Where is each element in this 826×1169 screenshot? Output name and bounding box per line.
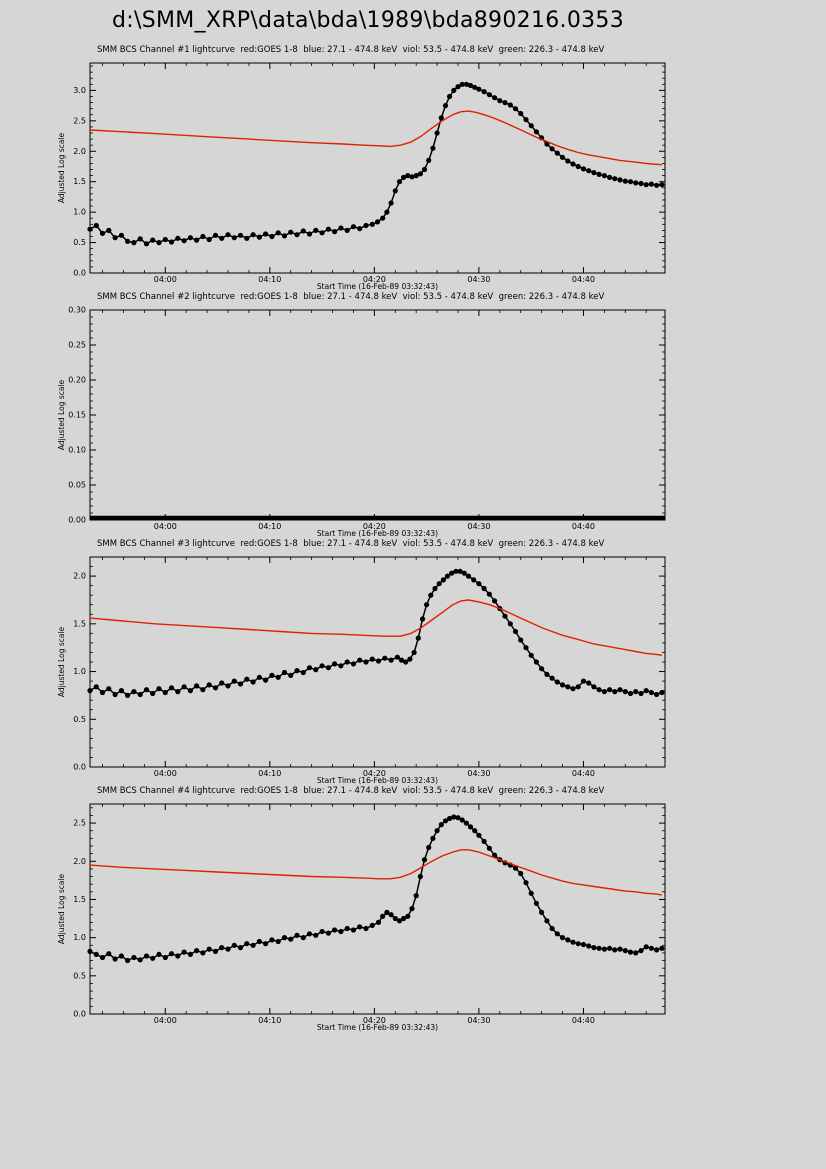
lightcurve-plot-channel-2: 04:00 04:10 04:20 04:30 04:40 0.00 0.05 0.10 0.1… <box>57 306 666 538</box>
svg-text:0.20: 0.20 <box>68 376 86 385</box>
svg-text:04:40: 04:40 <box>572 522 595 531</box>
svg-text:1.5: 1.5 <box>73 177 86 186</box>
chart-title-3: SMM BCS Channel #3 lightcurve red:GOES 1… <box>97 539 605 549</box>
svg-text:04:10: 04:10 <box>258 522 281 531</box>
svg-text:Start Time (16-Feb-89 03:32:43: Start Time (16-Feb-89 03:32:43) <box>317 529 438 538</box>
svg-text:2.5: 2.5 <box>73 116 86 125</box>
svg-text:Start Time (16-Feb-89 03:32:43: Start Time (16-Feb-89 03:32:43) <box>317 776 438 785</box>
svg-text:0.00: 0.00 <box>68 516 86 525</box>
svg-text:1.0: 1.0 <box>73 933 86 942</box>
svg-text:0.30: 0.30 <box>68 306 86 315</box>
svg-text:1.5: 1.5 <box>73 895 86 904</box>
chart-title-1: SMM BCS Channel #1 lightcurve red:GOES 1… <box>97 45 605 55</box>
svg-text:04:10: 04:10 <box>258 1016 281 1025</box>
svg-text:04:00: 04:00 <box>154 275 177 284</box>
svg-text:0.0: 0.0 <box>73 1010 86 1019</box>
svg-text:04:40: 04:40 <box>572 275 595 284</box>
chart-title-2: SMM BCS Channel #2 lightcurve red:GOES 1… <box>97 292 605 302</box>
lightcurve-plot-channel-1: 04:00 04:10 04:20 04:30 04:40 0.0 0.5 1.0 1.5 2.0… <box>57 62 666 291</box>
svg-text:0.5: 0.5 <box>73 971 86 980</box>
chart-panel-1: SMM BCS Channel #1 lightcurve red:GOES 1… <box>0 45 826 292</box>
svg-text:0.15: 0.15 <box>68 411 86 420</box>
svg-text:04:00: 04:00 <box>154 769 177 778</box>
svg-text:Adjusted Log scale: Adjusted Log scale <box>57 132 66 203</box>
svg-text:1.0: 1.0 <box>73 667 86 676</box>
svg-text:04:30: 04:30 <box>467 275 490 284</box>
chart-panel-4: SMM BCS Channel #4 lightcurve red:GOES 1… <box>0 786 826 1033</box>
svg-text:Start Time (16-Feb-89 03:32:43: Start Time (16-Feb-89 03:32:43) <box>317 282 438 291</box>
svg-text:3.0: 3.0 <box>73 86 86 95</box>
svg-text:0.5: 0.5 <box>73 715 86 724</box>
svg-text:Adjusted Log scale: Adjusted Log scale <box>57 873 66 944</box>
chart-panel-2: SMM BCS Channel #2 lightcurve red:GOES 1… <box>0 292 826 539</box>
svg-text:2.5: 2.5 <box>73 819 86 828</box>
svg-text:04:20: 04:20 <box>363 275 386 284</box>
svg-text:Adjusted Log scale: Adjusted Log scale <box>57 626 66 697</box>
svg-text:04:30: 04:30 <box>467 769 490 778</box>
svg-text:Adjusted Log scale: Adjusted Log scale <box>57 379 66 450</box>
svg-text:04:20: 04:20 <box>363 769 386 778</box>
svg-text:04:30: 04:30 <box>467 1016 490 1025</box>
svg-text:04:00: 04:00 <box>154 1016 177 1025</box>
svg-text:0.10: 0.10 <box>68 446 86 455</box>
svg-text:2.0: 2.0 <box>73 572 86 581</box>
chart-title-4: SMM BCS Channel #4 lightcurve red:GOES 1… <box>97 786 605 796</box>
lightcurve-plot-channel-4: 04:00 04:10 04:20 04:30 04:40 0.0 0.5 1.0 1.5 2.0… <box>57 803 666 1032</box>
svg-text:04:20: 04:20 <box>363 522 386 531</box>
chart-panels: SMM BCS Channel #1 lightcurve red:GOES 1… <box>0 45 826 1033</box>
svg-text:0.0: 0.0 <box>73 269 86 278</box>
svg-text:04:30: 04:30 <box>467 522 490 531</box>
svg-text:2.0: 2.0 <box>73 857 86 866</box>
svg-text:04:40: 04:40 <box>572 769 595 778</box>
svg-text:1.5: 1.5 <box>73 619 86 628</box>
page-title: d:\SMM_XRP\data\bda\1989\bda890216.0353 <box>112 8 625 33</box>
svg-text:Start Time (16-Feb-89 03:32:43: Start Time (16-Feb-89 03:32:43) <box>317 1023 438 1032</box>
svg-text:0.5: 0.5 <box>73 238 86 247</box>
svg-text:2.0: 2.0 <box>73 147 86 156</box>
svg-text:04:10: 04:10 <box>258 769 281 778</box>
svg-text:1.0: 1.0 <box>73 208 86 217</box>
svg-text:0.25: 0.25 <box>68 341 86 350</box>
svg-text:04:40: 04:40 <box>572 1016 595 1025</box>
chart-panel-3: SMM BCS Channel #3 lightcurve red:GOES 1… <box>0 539 826 786</box>
svg-text:04:20: 04:20 <box>363 1016 386 1025</box>
svg-text:04:00: 04:00 <box>154 522 177 531</box>
svg-text:0.05: 0.05 <box>68 481 86 490</box>
svg-text:0.0: 0.0 <box>73 763 86 772</box>
svg-text:04:10: 04:10 <box>258 275 281 284</box>
lightcurve-plot-channel-3: 04:00 04:10 04:20 04:30 04:40 0.0 0.5 1.0 1.5 2.0… <box>57 556 666 785</box>
